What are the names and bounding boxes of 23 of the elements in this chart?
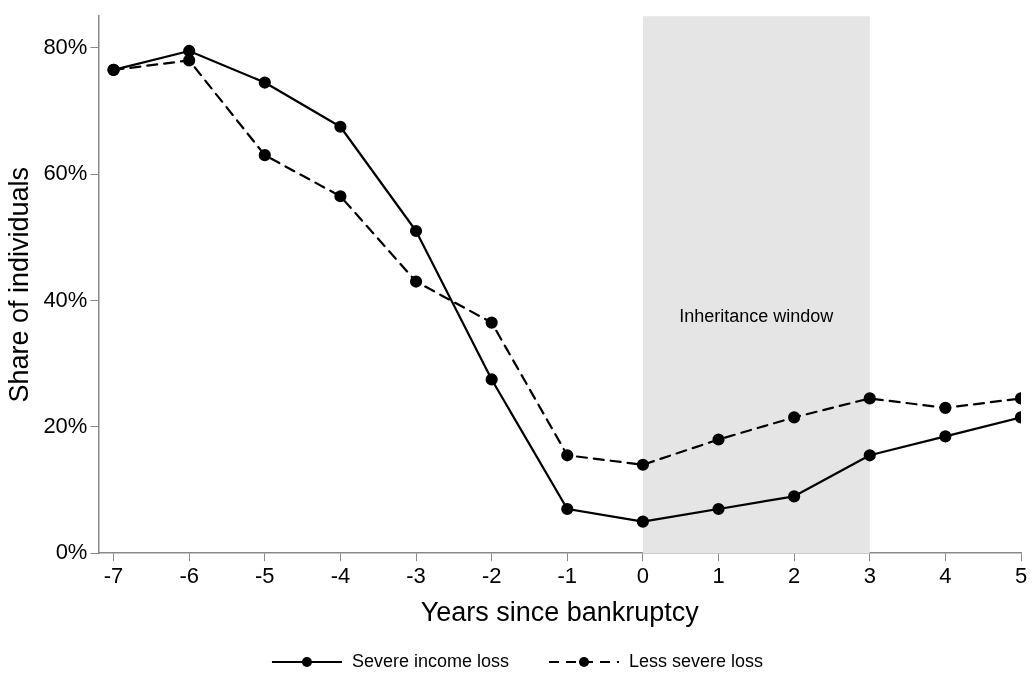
legend-label: Severe income loss <box>351 650 510 671</box>
x-tick-label: 2 <box>788 563 801 589</box>
x-tick-label: -7 <box>103 563 124 589</box>
x-tick-label: -5 <box>255 563 275 589</box>
x-tick-label: 1 <box>712 563 725 589</box>
y-tick-label: 40% <box>43 286 88 312</box>
x-tick-label: 5 <box>1014 563 1028 589</box>
x-axis-title: Years since bankruptcy <box>420 597 700 628</box>
x-tick-label: 3 <box>863 563 876 589</box>
x-tick-label: -6 <box>179 563 199 589</box>
legend-label: Less severe loss <box>629 650 764 671</box>
y-tick-label: 20% <box>43 412 88 438</box>
x-tick-label: -1 <box>557 563 578 589</box>
y-tick-label: 60% <box>43 160 88 186</box>
y-axis-title: Share of individuals <box>3 166 34 403</box>
band-label: Inheritance window <box>679 305 835 326</box>
x-tick-label: 0 <box>636 563 650 589</box>
x-tick-label: 4 <box>939 563 952 589</box>
x-tick-label: -2 <box>481 563 502 589</box>
y-tick-label: 80% <box>43 33 88 59</box>
x-tick-label: -4 <box>330 563 351 589</box>
x-tick-label: -3 <box>406 563 426 589</box>
y-tick-label: 0% <box>55 539 88 565</box>
